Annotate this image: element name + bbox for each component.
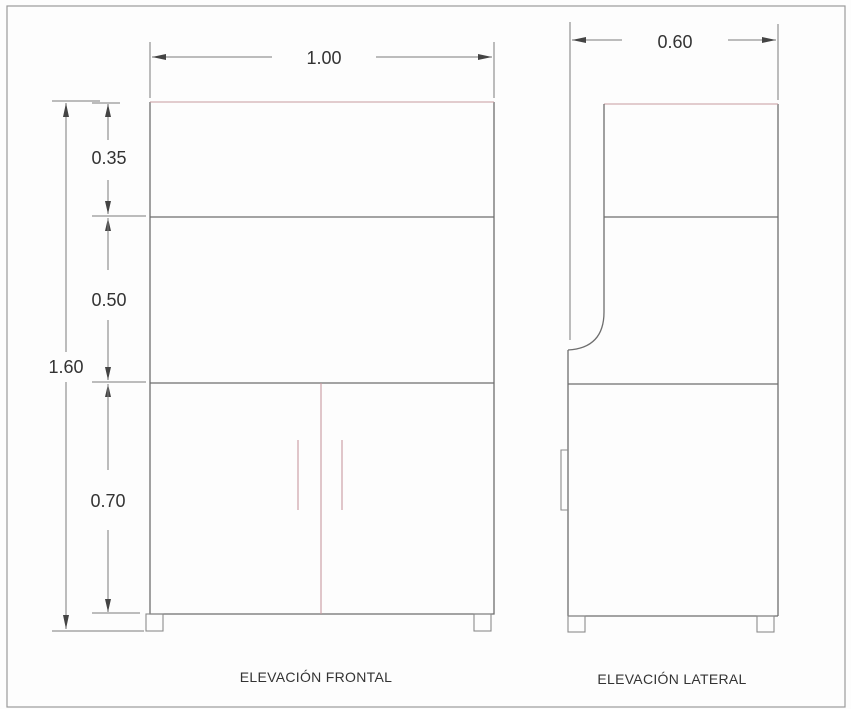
side-elevation: 0.60 ELEVACIÓN LATERAL (560, 22, 779, 687)
depth-arrow-right (762, 37, 776, 43)
lower-arrow-bottom (105, 599, 111, 612)
side-curve (567, 311, 605, 351)
side-front-foot (567, 615, 586, 633)
middle-arrow-bottom (105, 367, 111, 380)
width-arrow-left (152, 54, 166, 60)
total-arrow-bottom (63, 615, 69, 629)
total-arrow-top (63, 103, 69, 117)
front-width-label: 1.00 (306, 48, 341, 68)
side-back-foot (756, 615, 775, 633)
side-elevation-caption: ELEVACIÓN LATERAL (597, 671, 746, 687)
front-elevation: 1.00 0.35 0.50 0.70 1.60 ELEVACIÓN FRONT… (48, 42, 495, 685)
lower-height-label: 0.70 (90, 491, 125, 511)
front-right-foot (473, 613, 492, 632)
side-handle (560, 449, 568, 511)
front-elevation-caption: ELEVACIÓN FRONTAL (240, 669, 392, 685)
upper-arrow-bottom (105, 201, 111, 214)
page-frame (6, 5, 846, 708)
total-height-label: 1.60 (48, 357, 83, 377)
width-arrow-right (478, 54, 492, 60)
upper-height-label: 0.35 (91, 148, 126, 168)
depth-arrow-left (572, 37, 586, 43)
middle-height-label: 0.50 (91, 290, 126, 310)
front-left-foot (145, 613, 164, 632)
upper-arrow-top (105, 104, 111, 117)
side-depth-label: 0.60 (657, 32, 692, 52)
front-outline (149, 102, 495, 615)
